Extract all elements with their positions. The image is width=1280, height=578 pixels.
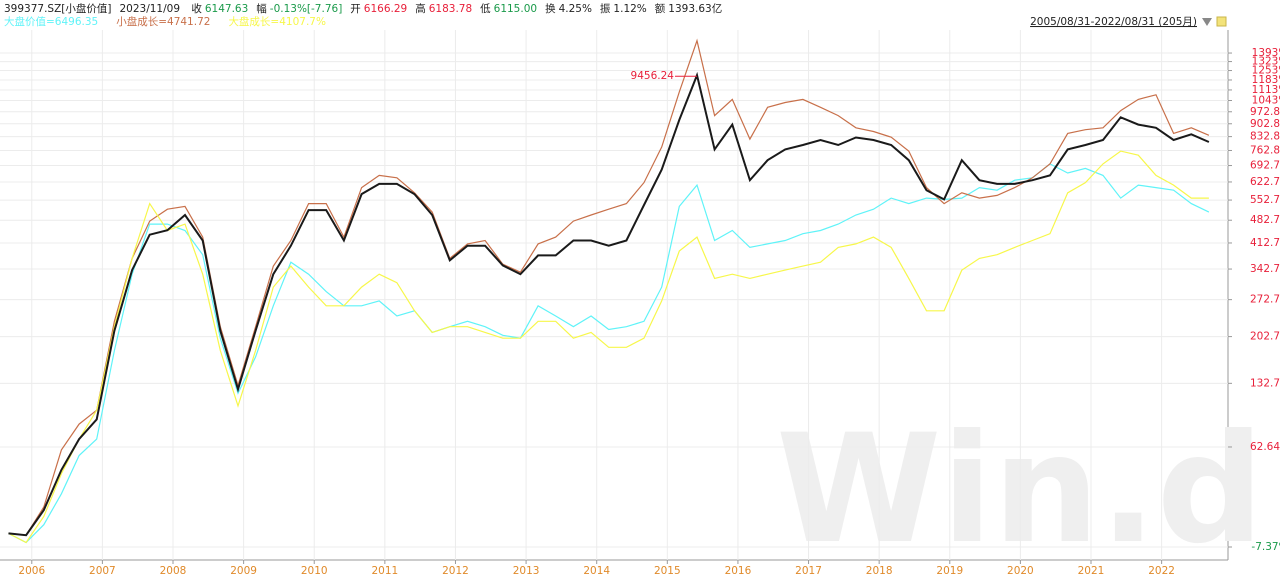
header-field: 幅 -0.13%[-7.76] [256,3,342,15]
x-tick-label: 2012 [442,565,469,577]
x-tick-label: 2019 [936,565,963,577]
y-tick-label: 1323% [1252,56,1280,68]
x-tick-label: 2020 [1007,565,1034,577]
y-tick-label: 902.8% [1250,118,1280,130]
field-value: 1393.63亿 [668,3,723,15]
field-label: 振 [599,3,611,15]
legend-entry: 小盘成长=4741.72 [116,15,210,28]
header: 399377.SZ[小盘价值] 2023/11/09 收 6147.63 幅 -0.13… [4,1,730,16]
field-label: 收 [191,3,202,15]
y-tick-label: 622.7% [1250,176,1280,188]
field-value: 4.25% [558,3,592,15]
x-tick-label: 2009 [230,565,257,577]
header-field: 低 6115.00 [480,3,537,15]
header-field: 收 6147.63 [191,3,248,15]
x-tick-label: 2016 [725,565,752,577]
x-tick-label: 2015 [654,565,681,577]
y-tick-label: 342.7% [1250,263,1280,275]
y-tick-label: 132.7% [1250,377,1280,389]
y-tick-label: 1183% [1252,74,1280,86]
field-label: 低 [480,3,491,15]
header-field: 开 6166.29 [350,3,407,15]
x-tick-label: 2007 [89,565,116,577]
range-label[interactable]: 2005/08/31-2022/08/31 (205月) [1030,16,1197,28]
code: 399377.SZ[小盘价值] [4,3,112,15]
y-tick-label: 692.7% [1250,160,1280,172]
x-tick-label: 2021 [1078,565,1105,577]
series-line [8,71,1210,537]
header-field: 高 6183.78 [415,3,472,15]
y-tick-label: 482.7% [1250,214,1280,226]
field-label: 额 [654,3,666,15]
y-tick-label: 1253% [1252,65,1280,77]
x-tick-label: 2017 [795,565,822,577]
field-label: 幅 [256,3,267,15]
y-tick-label: -7.37% [1251,541,1280,553]
x-tick-label: 2013 [513,565,540,577]
y-tick-label: 1043% [1252,95,1280,107]
header-field: 振 1.12% [600,3,647,15]
y-tick-label: 202.7% [1250,331,1280,343]
field-label: 开 [350,3,361,15]
x-tick-label: 2011 [371,565,398,577]
x-tick-label: 2006 [18,565,45,577]
color-icon[interactable] [1216,16,1227,27]
y-tick-label: 972.8% [1250,106,1280,118]
header-field: 换 4.25% [545,3,592,15]
field-value: 6166.29 [363,3,408,15]
y-tick-label: 412.7% [1250,237,1280,249]
x-tick-label: 2018 [866,565,893,577]
annotation: 9456.24 [631,70,675,82]
field-label: 换 [545,3,556,15]
y-tick-label: 552.7% [1250,194,1280,206]
field-value: 6115.00 [493,3,538,15]
y-tick-label: 1393% [1252,47,1280,59]
y-tick-label: 62.64% [1250,441,1280,453]
y-tick-label: 1113% [1252,84,1280,96]
date: 2023/11/09 [119,3,181,15]
y-tick-label: 762.8% [1250,144,1280,156]
field-label: 高 [415,3,426,15]
y-tick-label: 272.7% [1250,294,1280,306]
field-value: -0.13%[-7.76] [269,3,343,15]
series-line [8,150,1209,544]
y-tick-label: 832.8% [1250,131,1280,143]
x-tick-label: 2022 [1148,565,1175,577]
x-tick-label: 2014 [583,565,610,577]
field-value: 1.12% [613,3,647,15]
field-value: 6183.78 [428,3,473,15]
field-value: 6147.63 [204,3,249,15]
header-field: 额 1393.63亿 [655,3,722,15]
dropdown-icon[interactable] [1202,18,1212,26]
legend-entry: 大盘价值=6496.35 [4,15,98,28]
x-tick-label: 2010 [301,565,328,577]
x-tick-label: 2008 [160,565,187,577]
legend-entry: 大盘成长=4107.7% [228,15,326,28]
